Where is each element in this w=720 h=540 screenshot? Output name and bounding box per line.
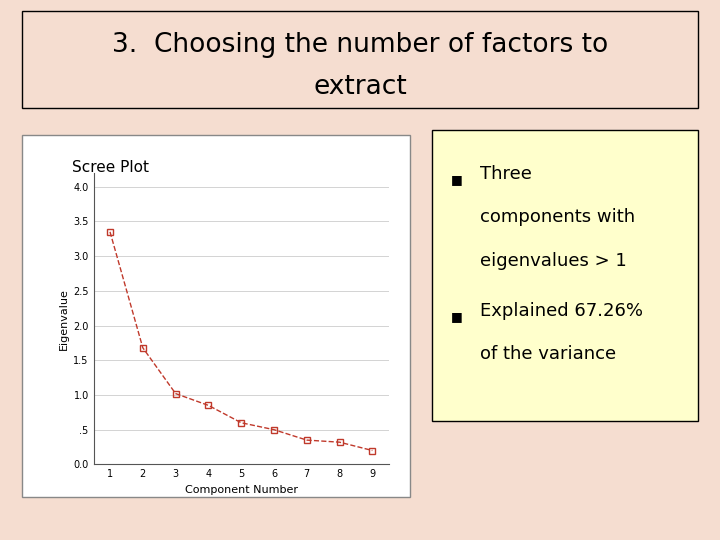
X-axis label: Component Number: Component Number [185,485,297,495]
Text: Three: Three [480,165,532,183]
Text: components with: components with [480,208,635,226]
Text: 3.  Choosing the number of factors to: 3. Choosing the number of factors to [112,32,608,58]
Text: Explained 67.26%: Explained 67.26% [480,302,643,320]
Text: ■: ■ [451,310,462,323]
Y-axis label: Eigenvalue: Eigenvalue [59,288,69,349]
Text: of the variance: of the variance [480,346,616,363]
Text: eigenvalues > 1: eigenvalues > 1 [480,252,626,270]
Text: ■: ■ [451,173,462,186]
Text: extract: extract [313,73,407,99]
Text: Scree Plot: Scree Plot [72,160,149,176]
